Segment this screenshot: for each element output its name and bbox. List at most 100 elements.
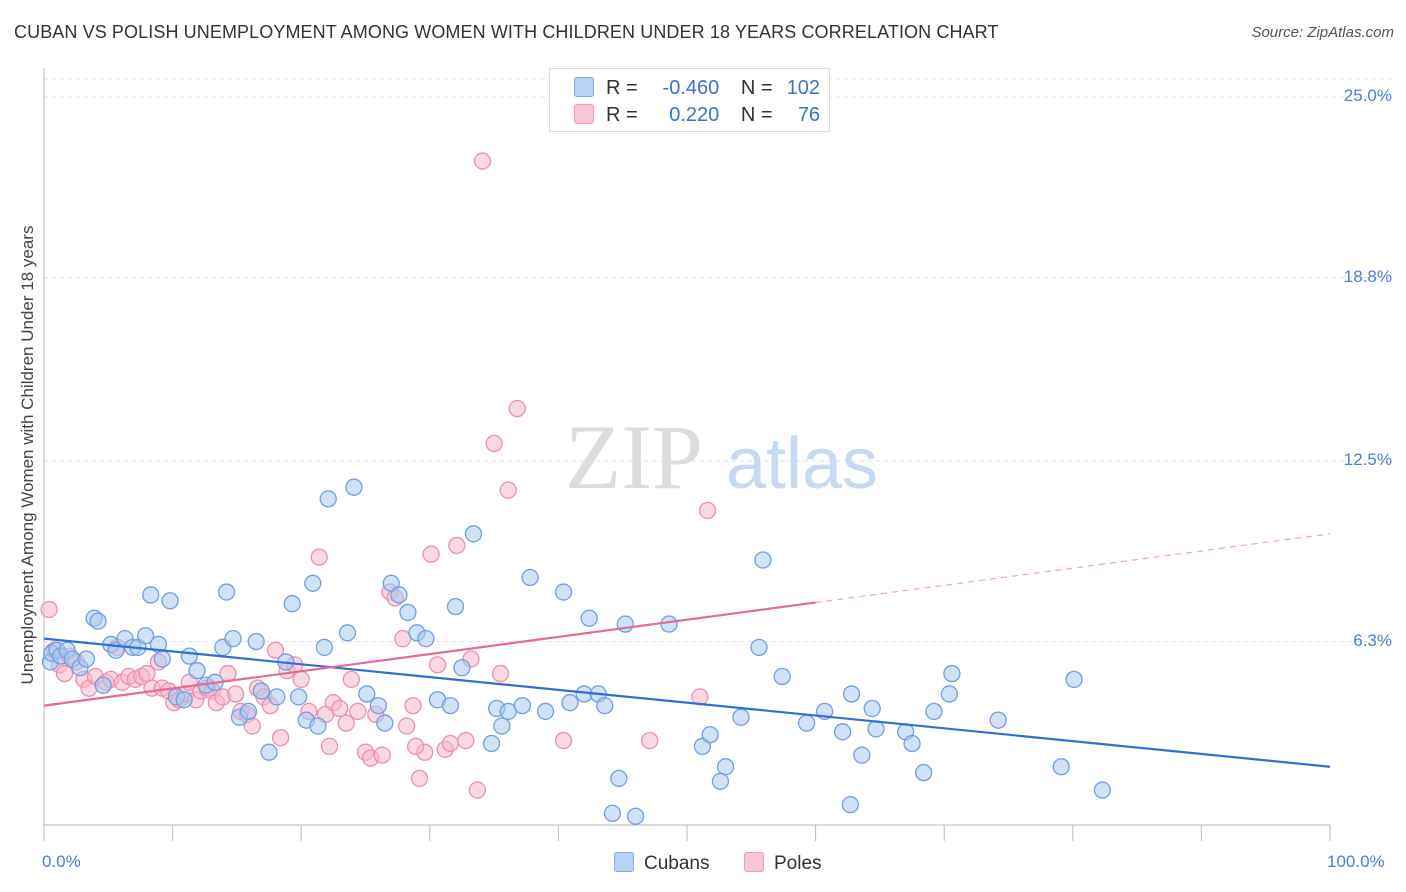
cubans-point <box>224 629 242 648</box>
y-tick-label: 6.3% <box>1353 630 1392 650</box>
n-label: N = <box>740 104 773 126</box>
poles-point <box>441 734 460 753</box>
x-tick-label-max: 100.0% <box>1327 852 1385 871</box>
y-tick-label: 12.5% <box>1343 450 1392 469</box>
cubans-point <box>89 612 107 630</box>
poles-point <box>55 664 74 683</box>
cubans-point <box>750 638 768 657</box>
n-label: N = <box>740 77 773 99</box>
cubans-point <box>446 597 465 616</box>
cubans-point <box>441 696 460 715</box>
cubans-point <box>247 632 265 651</box>
r-label: R = <box>606 104 638 126</box>
cubans-point <box>77 650 96 668</box>
cubans-point <box>390 586 408 604</box>
poles-point <box>554 731 573 750</box>
poles-point <box>331 699 349 718</box>
y-axis-label: Unemployment Among Women with Children U… <box>18 225 37 685</box>
cubans-point <box>521 568 539 587</box>
cubans-point <box>903 734 921 753</box>
cubans-point <box>841 795 859 814</box>
legend-row-cubans: R = -0.460 N = 102 <box>574 77 820 99</box>
poles-point <box>320 737 339 756</box>
cubans-point <box>417 629 435 648</box>
cubans-point <box>943 664 961 683</box>
cubans-swatch <box>574 77 594 97</box>
watermark-zip: ZIP <box>565 406 703 508</box>
cubans-point <box>536 702 555 721</box>
cubans-point <box>217 583 236 601</box>
cubans-point <box>716 758 735 776</box>
poles-point <box>226 685 245 703</box>
cubans-point <box>309 717 327 735</box>
poles-point <box>271 728 290 747</box>
cubans-point <box>797 714 816 732</box>
cubans-point <box>513 696 532 715</box>
cubans-point <box>239 702 258 721</box>
cubans-point <box>315 638 333 657</box>
poles-point <box>448 536 466 555</box>
cubans-point <box>626 807 645 825</box>
poles-point <box>698 501 717 520</box>
cubans-point <box>268 688 286 706</box>
cubans-point <box>610 769 628 788</box>
poles-point <box>457 731 475 750</box>
cubans-point <box>180 647 198 665</box>
cubans-point <box>345 478 363 496</box>
cubans-point <box>358 685 376 703</box>
cubans-point <box>304 574 322 592</box>
cubans-point <box>153 650 171 668</box>
poles-trend-dashed <box>815 533 1331 604</box>
cubans-point <box>754 551 772 569</box>
cubans-point <box>188 662 206 680</box>
poles-point <box>422 545 440 563</box>
cubans-point <box>1065 670 1083 689</box>
cubans-point <box>833 723 852 741</box>
cubans-point <box>863 699 881 718</box>
cubans-point <box>773 667 791 686</box>
cubans-point <box>580 609 598 627</box>
poles-point <box>473 152 492 170</box>
cubans-trend-solid <box>43 637 1331 768</box>
cubans-point <box>338 624 357 642</box>
poles-n-value: 76 <box>797 104 821 126</box>
cubans-point <box>554 583 573 601</box>
poles-point <box>468 781 487 799</box>
cubans-point <box>376 714 394 732</box>
source-credit: Source: ZipAtlas.com <box>1251 24 1394 41</box>
cubans-point <box>989 711 1007 729</box>
poles-point <box>310 548 328 566</box>
poles-point <box>349 702 367 721</box>
poles-point <box>491 664 510 683</box>
cubans-r-value: -0.460 <box>662 77 720 99</box>
poles-legend-label: Poles <box>774 853 822 874</box>
cubans-point <box>142 586 160 604</box>
chart-title: CUBAN VS POLISH UNEMPLOYMENT AMONG WOMEN… <box>14 22 999 42</box>
cubans-point <box>660 615 678 633</box>
y-tick-label: 18.8% <box>1343 266 1392 286</box>
cubans-point <box>603 804 622 823</box>
cubans-point <box>453 659 471 677</box>
cubans-point <box>260 743 278 761</box>
cubans-n-value: 102 <box>786 77 821 99</box>
poles-point <box>266 641 285 659</box>
cubans-point <box>252 682 270 700</box>
poles-point <box>404 696 422 715</box>
cubans-points <box>41 478 1112 825</box>
cubans-point <box>732 708 750 726</box>
cubans-point <box>289 688 308 706</box>
cubans-point <box>493 717 511 735</box>
cubans-point <box>369 696 388 715</box>
cubans-point <box>940 685 958 703</box>
poles-point <box>398 717 416 735</box>
cubans-legend-label: Cubans <box>644 853 710 874</box>
legend-item-cubans: Cubans <box>614 852 710 875</box>
x-tick-label-min: 0.0% <box>42 852 81 871</box>
cubans-point <box>711 772 730 790</box>
poles-point <box>407 737 425 756</box>
cubans-point <box>136 627 155 645</box>
cubans-point <box>482 734 501 753</box>
cubans-point <box>853 746 871 764</box>
watermark-atlas: atlas <box>726 424 878 504</box>
